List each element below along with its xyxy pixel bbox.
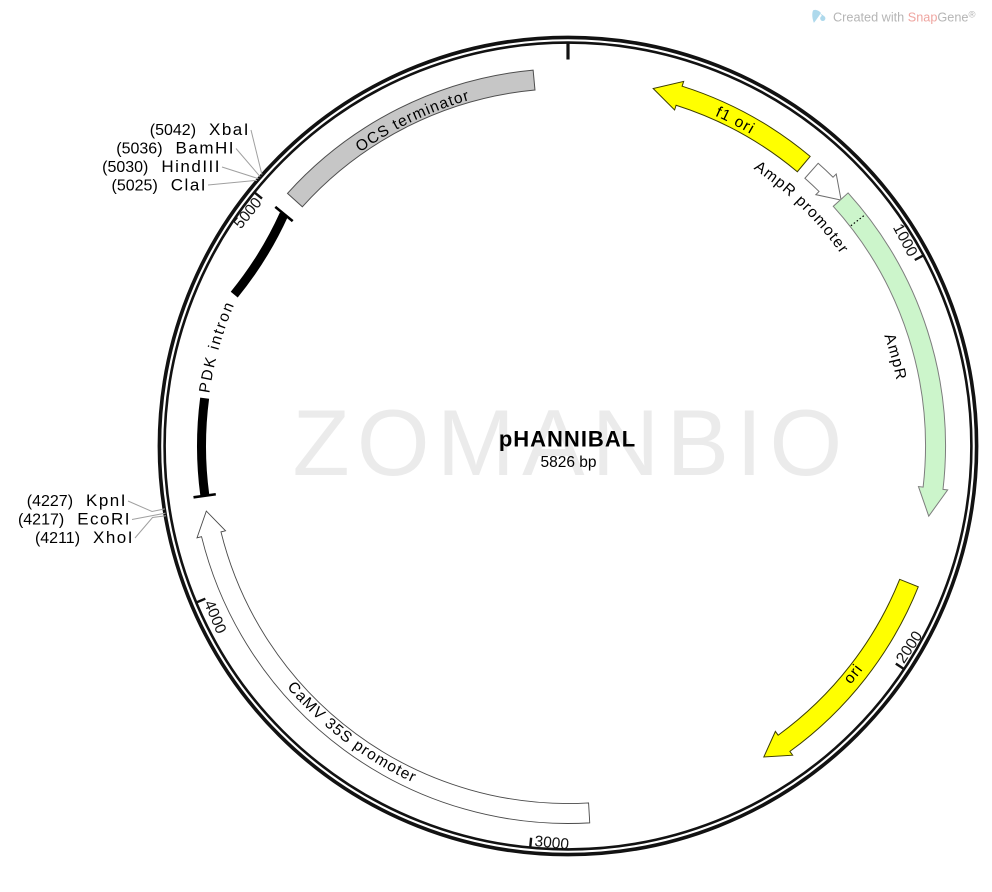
svg-text:(4217)EcoRI: (4217) EcoRI [18, 510, 131, 529]
svg-text:(4211)XhoI: (4211) XhoI [35, 528, 134, 547]
svg-text:(4227)KpnI: (4227) KpnI [27, 491, 127, 510]
svg-text:Created with SnapGene®: Created with SnapGene® [833, 9, 975, 24]
svg-text:pHANNIBAL: pHANNIBAL [499, 427, 636, 452]
svg-text:5826 bp: 5826 bp [540, 454, 596, 471]
svg-text:(5030)HindIII: (5030) HindIII [102, 157, 221, 176]
svg-text:(5036)BamHI: (5036) BamHI [116, 139, 235, 158]
svg-text:(5025)ClaI: (5025) ClaI [112, 176, 207, 195]
svg-text:ZOMANBIO: ZOMANBIO [292, 390, 849, 495]
svg-text:3000: 3000 [534, 833, 570, 853]
svg-text:(5042)XbaI: (5042) XbaI [150, 120, 250, 139]
